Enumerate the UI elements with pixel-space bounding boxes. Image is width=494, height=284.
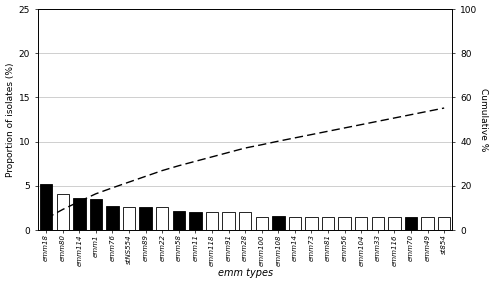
Bar	[255, 217, 268, 230]
Bar	[139, 207, 152, 230]
Bar	[438, 217, 451, 230]
Bar	[56, 194, 69, 230]
Bar	[156, 207, 168, 230]
Bar	[172, 210, 185, 230]
Bar	[73, 198, 85, 230]
Bar	[322, 217, 334, 230]
Bar	[421, 217, 434, 230]
Bar	[90, 199, 102, 230]
Bar	[189, 212, 202, 230]
Bar	[338, 217, 351, 230]
Bar	[106, 206, 119, 230]
Bar	[355, 217, 368, 230]
Bar	[123, 207, 135, 230]
Bar	[40, 184, 52, 230]
Bar	[305, 217, 318, 230]
Bar	[371, 217, 384, 230]
Y-axis label: Cumulative %: Cumulative %	[480, 88, 489, 151]
X-axis label: emm types: emm types	[217, 268, 273, 278]
Bar	[206, 212, 218, 230]
Bar	[239, 212, 251, 230]
Bar	[222, 212, 235, 230]
Y-axis label: Proportion of isolates (%): Proportion of isolates (%)	[5, 62, 14, 177]
Bar	[388, 217, 401, 230]
Bar	[288, 217, 301, 230]
Bar	[405, 217, 417, 230]
Bar	[272, 216, 285, 230]
